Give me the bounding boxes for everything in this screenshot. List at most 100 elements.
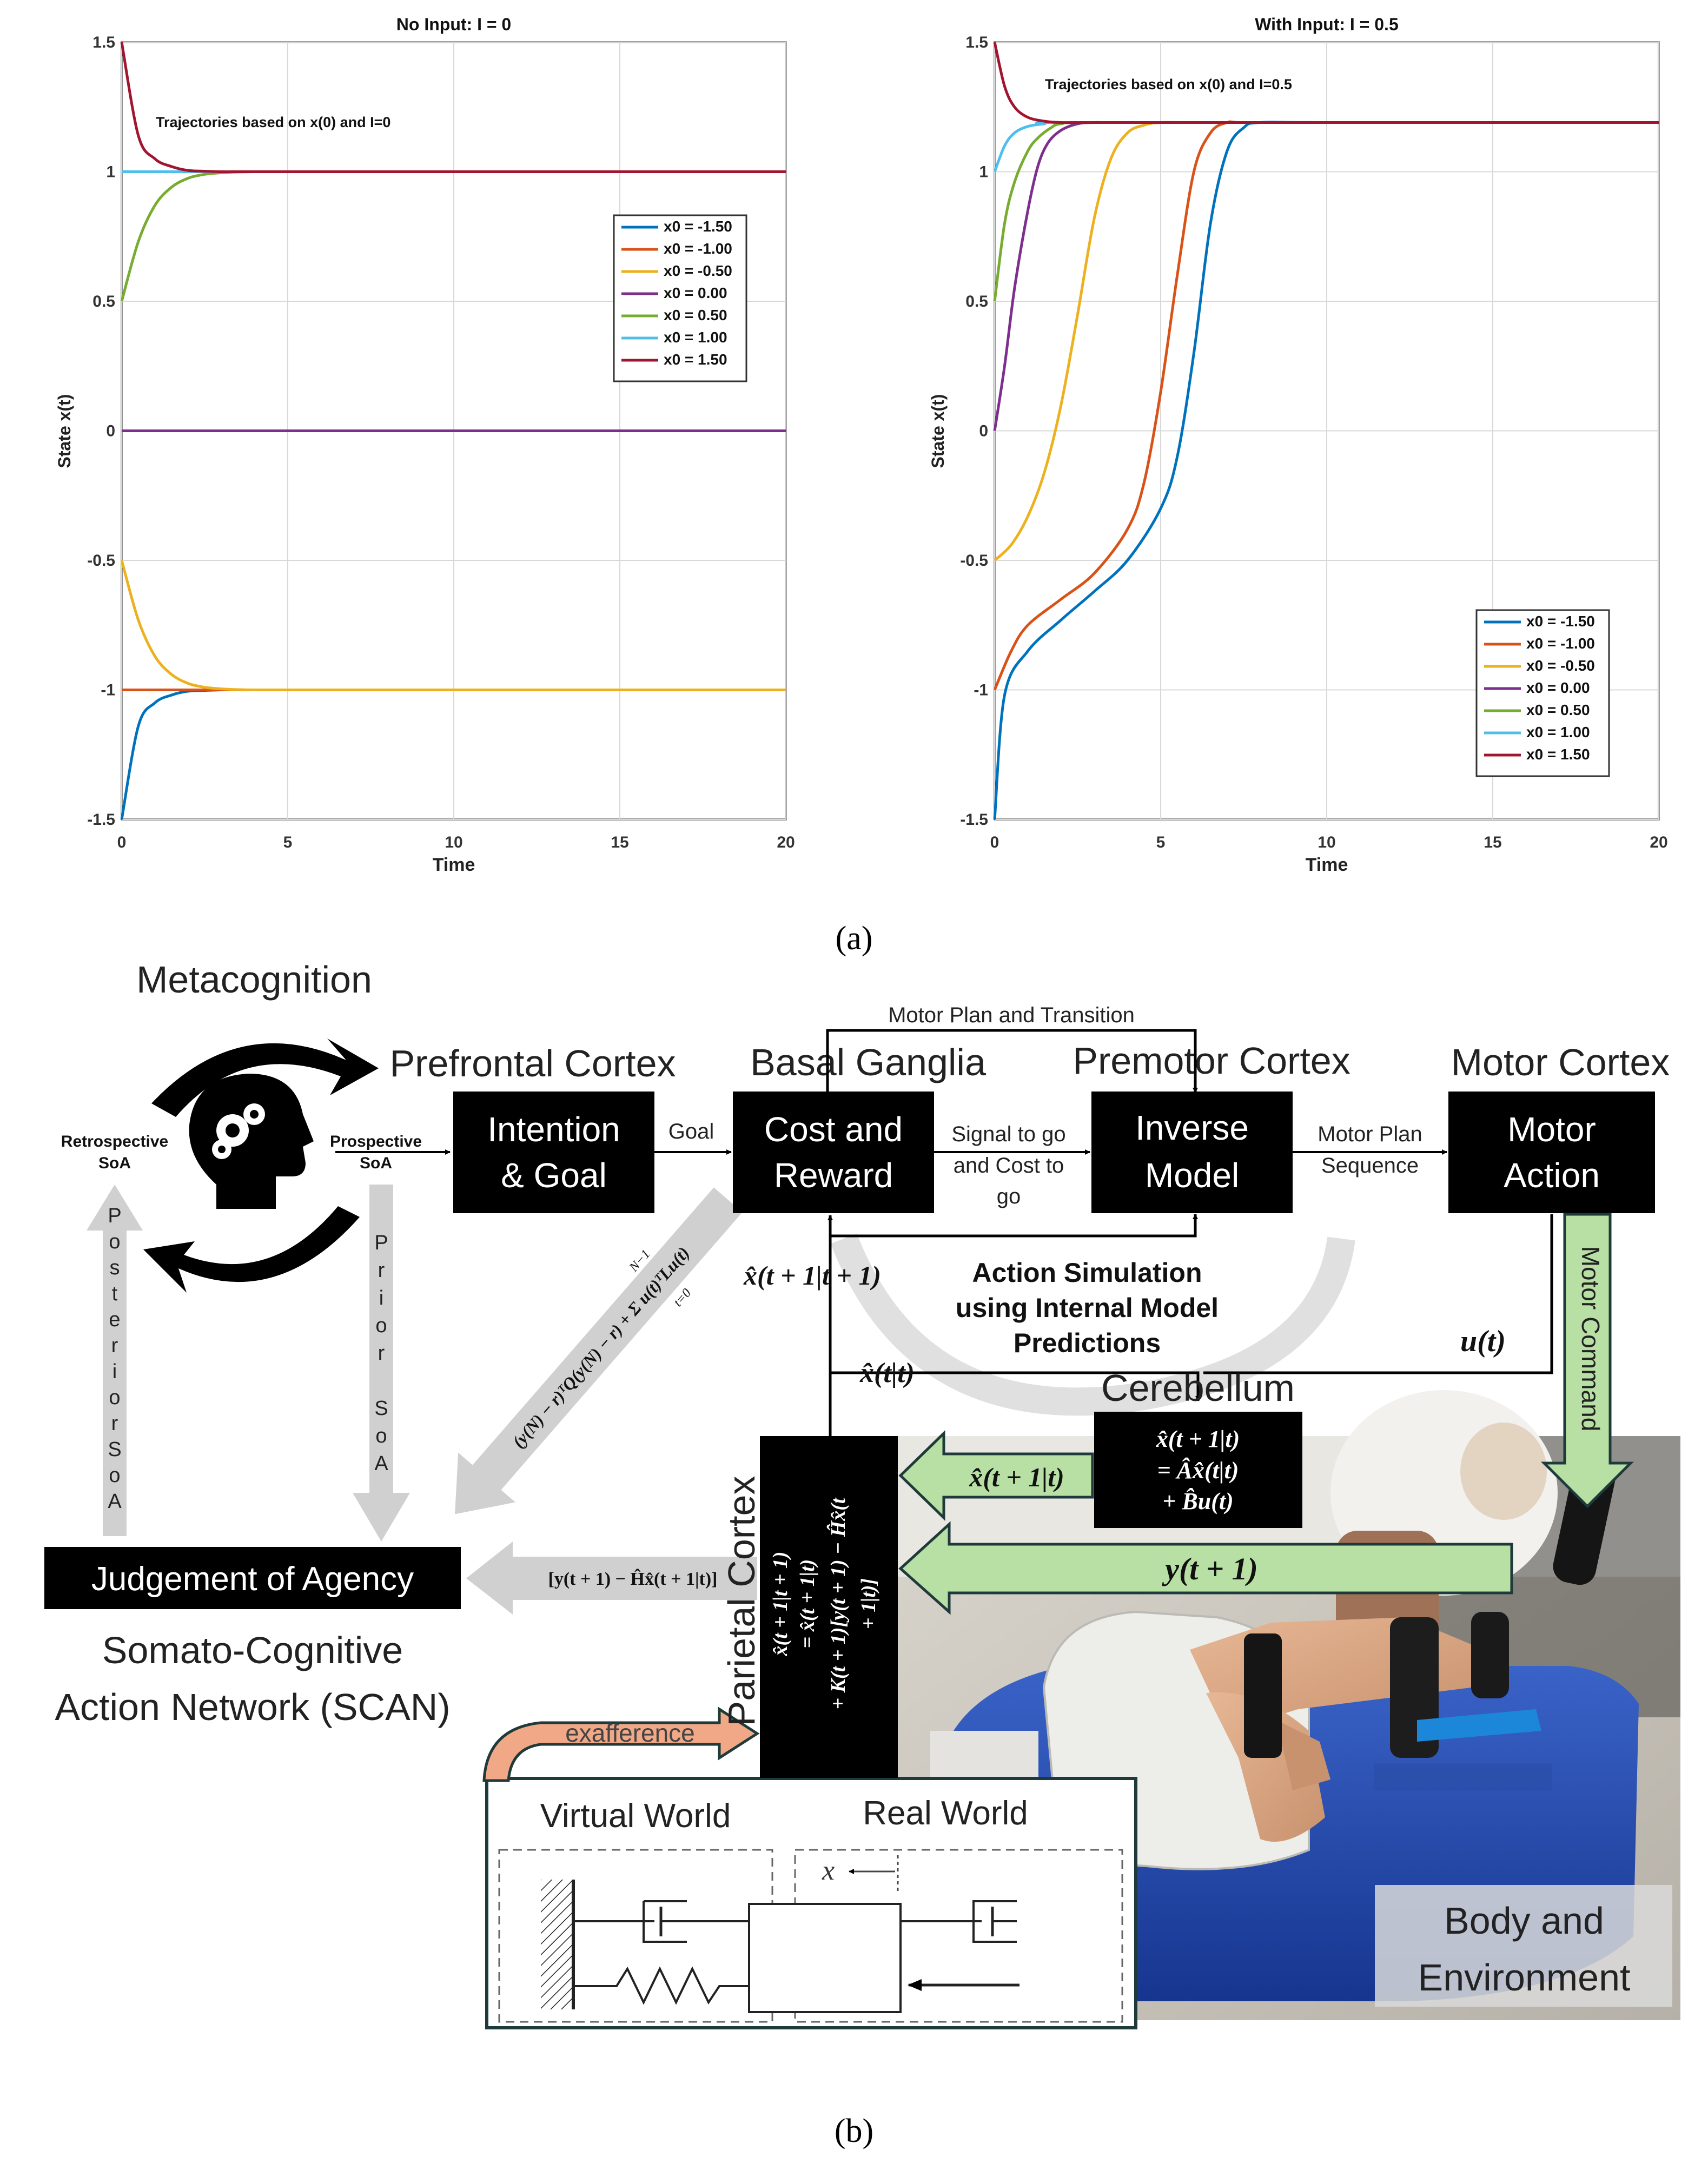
motor-command-arrow bbox=[1540, 1213, 1634, 1509]
scan-label-1: Somato-Cognitive bbox=[102, 1629, 403, 1671]
chart-with-input: 0 5 10 15 20 1.5 1 0.5 0 -0.5 -1 -1.5 With Input: I… bbox=[928, 15, 1668, 875]
cost-reward-box bbox=[733, 1092, 934, 1213]
exafference-label: exafference bbox=[565, 1719, 695, 1747]
intention-goal-box bbox=[453, 1092, 654, 1213]
motor-plan-sequence-label-1: Motor Plan bbox=[1318, 1122, 1422, 1146]
chart2-ylabel: State x(t) bbox=[928, 394, 948, 468]
c1-legend-label: x0 = 0.00 bbox=[664, 285, 727, 301]
soa-letter: P bbox=[374, 1232, 388, 1254]
soa-letter: r bbox=[378, 1342, 385, 1365]
chart2-ticks: 0 5 10 15 20 1.5 1 0.5 0 -0.5 -1 -1.5 bbox=[960, 34, 1667, 851]
c2-series-line bbox=[993, 42, 1659, 124]
c1-ytick-label: 0.5 bbox=[92, 293, 115, 310]
cost-function-arrow: (y(N) − r)ᵀQ(y(N) − r) + Σ u(t)ᵀLu(t) N−… bbox=[455, 1187, 743, 1514]
cost-function-label: (y(N) − r)ᵀQ(y(N) − r) + Σ u(t)ᵀLu(t) bbox=[508, 1243, 693, 1451]
exafference-arrow: exafference bbox=[482, 1706, 760, 1782]
wall-hatching bbox=[541, 1880, 573, 2009]
chart1-legend: x0 = -1.50 x0 = -1.00 x0 = -0.50 x0 = 0.00 x… bbox=[613, 214, 747, 382]
c2-legend-label: x0 = 0.00 bbox=[1526, 679, 1590, 696]
state-estimate-feedback-line bbox=[829, 1214, 1198, 1436]
c1-xtick-label: 5 bbox=[283, 834, 293, 851]
posterior-soa-arrow bbox=[87, 1185, 143, 1536]
chart1-annotation: Trajectories based on x(0) and I=0 bbox=[156, 114, 390, 130]
signal-to-go-label-2: and Cost to bbox=[954, 1154, 1064, 1178]
c2-ytick-label: -0.5 bbox=[960, 552, 988, 570]
u-t-label: u(t) bbox=[1460, 1325, 1506, 1358]
c2-ytick-label: 0 bbox=[979, 422, 988, 440]
c2-legend-label: x0 = 1.00 bbox=[1526, 724, 1590, 740]
c1-ytick-label: -1 bbox=[101, 682, 115, 699]
c2-ytick-label: 1.5 bbox=[965, 34, 988, 51]
chart1-lines bbox=[120, 42, 786, 820]
soa-letter: A bbox=[108, 1490, 122, 1513]
goal-label: Goal bbox=[668, 1120, 714, 1143]
x-hat-t-t-label: x̂(t|t) bbox=[859, 1358, 915, 1388]
chart2-title: With Input: I = 0.5 bbox=[1255, 15, 1398, 34]
virtual-real-world-panel: Virtual World Real World x bbox=[485, 1777, 1137, 2029]
c2-ytick-label: 0.5 bbox=[965, 293, 988, 310]
action-label: Action bbox=[1504, 1156, 1600, 1195]
metacognition-label: Metacognition bbox=[136, 958, 372, 1001]
parietal-eq-2: = x̂(t + 1|t) bbox=[796, 1559, 819, 1649]
model-label: Model bbox=[1145, 1156, 1239, 1195]
c1-ytick-label: -1.5 bbox=[87, 811, 115, 829]
subfigure-label-a: (a) bbox=[836, 920, 873, 957]
c2-legend-label: x0 = -1.50 bbox=[1526, 613, 1595, 630]
motor-command-label: Motor Command bbox=[1577, 1246, 1605, 1432]
innovation-label: [y(t + 1) − Ĥx̂(t + 1|t)] bbox=[548, 1569, 718, 1589]
c2-ytick-label: -1 bbox=[974, 682, 988, 699]
body-env-label-2: Environment bbox=[1418, 1956, 1631, 1999]
basal-ganglia-label: Basal Ganglia bbox=[750, 1041, 986, 1083]
judgement-label: Judgement of Agency bbox=[91, 1560, 414, 1598]
chart-no-input: 0 5 10 15 20 1.5 1 0.5 0 -0.5 -1 -1.5 No Input: I =… bbox=[55, 15, 795, 875]
c1-legend-box bbox=[613, 214, 747, 382]
inverse-label: Inverse bbox=[1135, 1108, 1249, 1147]
cerebellum-box bbox=[1094, 1412, 1302, 1528]
cost-label: Cost and bbox=[764, 1110, 903, 1149]
c1-legend-label: x0 = 1.50 bbox=[664, 351, 727, 368]
retrospective-soa-label: SoA bbox=[98, 1154, 131, 1172]
parietal-eq-1: x̂(t + 1|t + 1) bbox=[769, 1551, 792, 1656]
intention-label: Intention bbox=[487, 1110, 620, 1149]
prediction-arrow bbox=[898, 1430, 1094, 1521]
signal-to-go-label-1: Signal to go bbox=[951, 1122, 1065, 1146]
soa-letter: S bbox=[374, 1397, 388, 1420]
c2-legend-label: x0 = 1.50 bbox=[1526, 746, 1590, 763]
real-world-label: Real World bbox=[863, 1795, 1028, 1832]
c1-legend-label: x0 = -1.00 bbox=[664, 240, 732, 257]
judgement-box bbox=[44, 1547, 461, 1609]
cerebellum-eq-3: + B̂u(t) bbox=[1162, 1488, 1233, 1514]
inverse-model-box bbox=[1091, 1092, 1293, 1213]
soa-letter: s bbox=[110, 1256, 120, 1279]
soa-letter: o bbox=[109, 1386, 120, 1409]
c1-ytick-label: 1.5 bbox=[92, 34, 115, 51]
prospective-label: Prospective bbox=[330, 1133, 422, 1150]
c1-series-line bbox=[120, 42, 786, 174]
virtual-world-label: Virtual World bbox=[540, 1797, 731, 1835]
x-hat-tp1-tp1-label: x̂(t + 1|t + 1) bbox=[743, 1260, 881, 1291]
premotor-cortex-label: Premotor Cortex bbox=[1073, 1040, 1350, 1082]
action-simulation-label-1: Action Simulation bbox=[972, 1258, 1202, 1288]
chart2-legend: x0 = -1.50 x0 = -1.00 x0 = -0.50 x0 = 0.00 x… bbox=[1475, 609, 1610, 777]
c2-xtick-label: 0 bbox=[990, 834, 999, 851]
motor-plan-transition-label: Motor Plan and Transition bbox=[888, 1003, 1135, 1027]
subfigure-label-b: (b) bbox=[835, 2113, 873, 2149]
retrospective-label: Retrospective bbox=[61, 1133, 168, 1150]
motor-action-box bbox=[1448, 1092, 1655, 1213]
c2-xtick-label: 5 bbox=[1156, 834, 1166, 851]
chart1-title: No Input: I = 0 bbox=[396, 15, 511, 34]
c2-ytick-label: -1.5 bbox=[960, 811, 988, 829]
head-gear-icon bbox=[189, 1074, 314, 1209]
c2-legend-box bbox=[1475, 609, 1610, 777]
c1-legend-label: x0 = -1.50 bbox=[664, 218, 732, 235]
c1-xtick-label: 15 bbox=[611, 834, 628, 851]
cerebellum-eq-2: = Âx̂(t|t) bbox=[1157, 1457, 1239, 1484]
innovation-arrow bbox=[466, 1542, 757, 1615]
soa-letter: i bbox=[379, 1287, 383, 1309]
prefrontal-cortex-label: Prefrontal Cortex bbox=[389, 1042, 676, 1084]
chart1-ylabel: State x(t) bbox=[55, 394, 74, 468]
soa-letter: o bbox=[109, 1231, 120, 1253]
motor-label: Motor bbox=[1507, 1110, 1596, 1149]
soa-letter: S bbox=[108, 1438, 121, 1461]
